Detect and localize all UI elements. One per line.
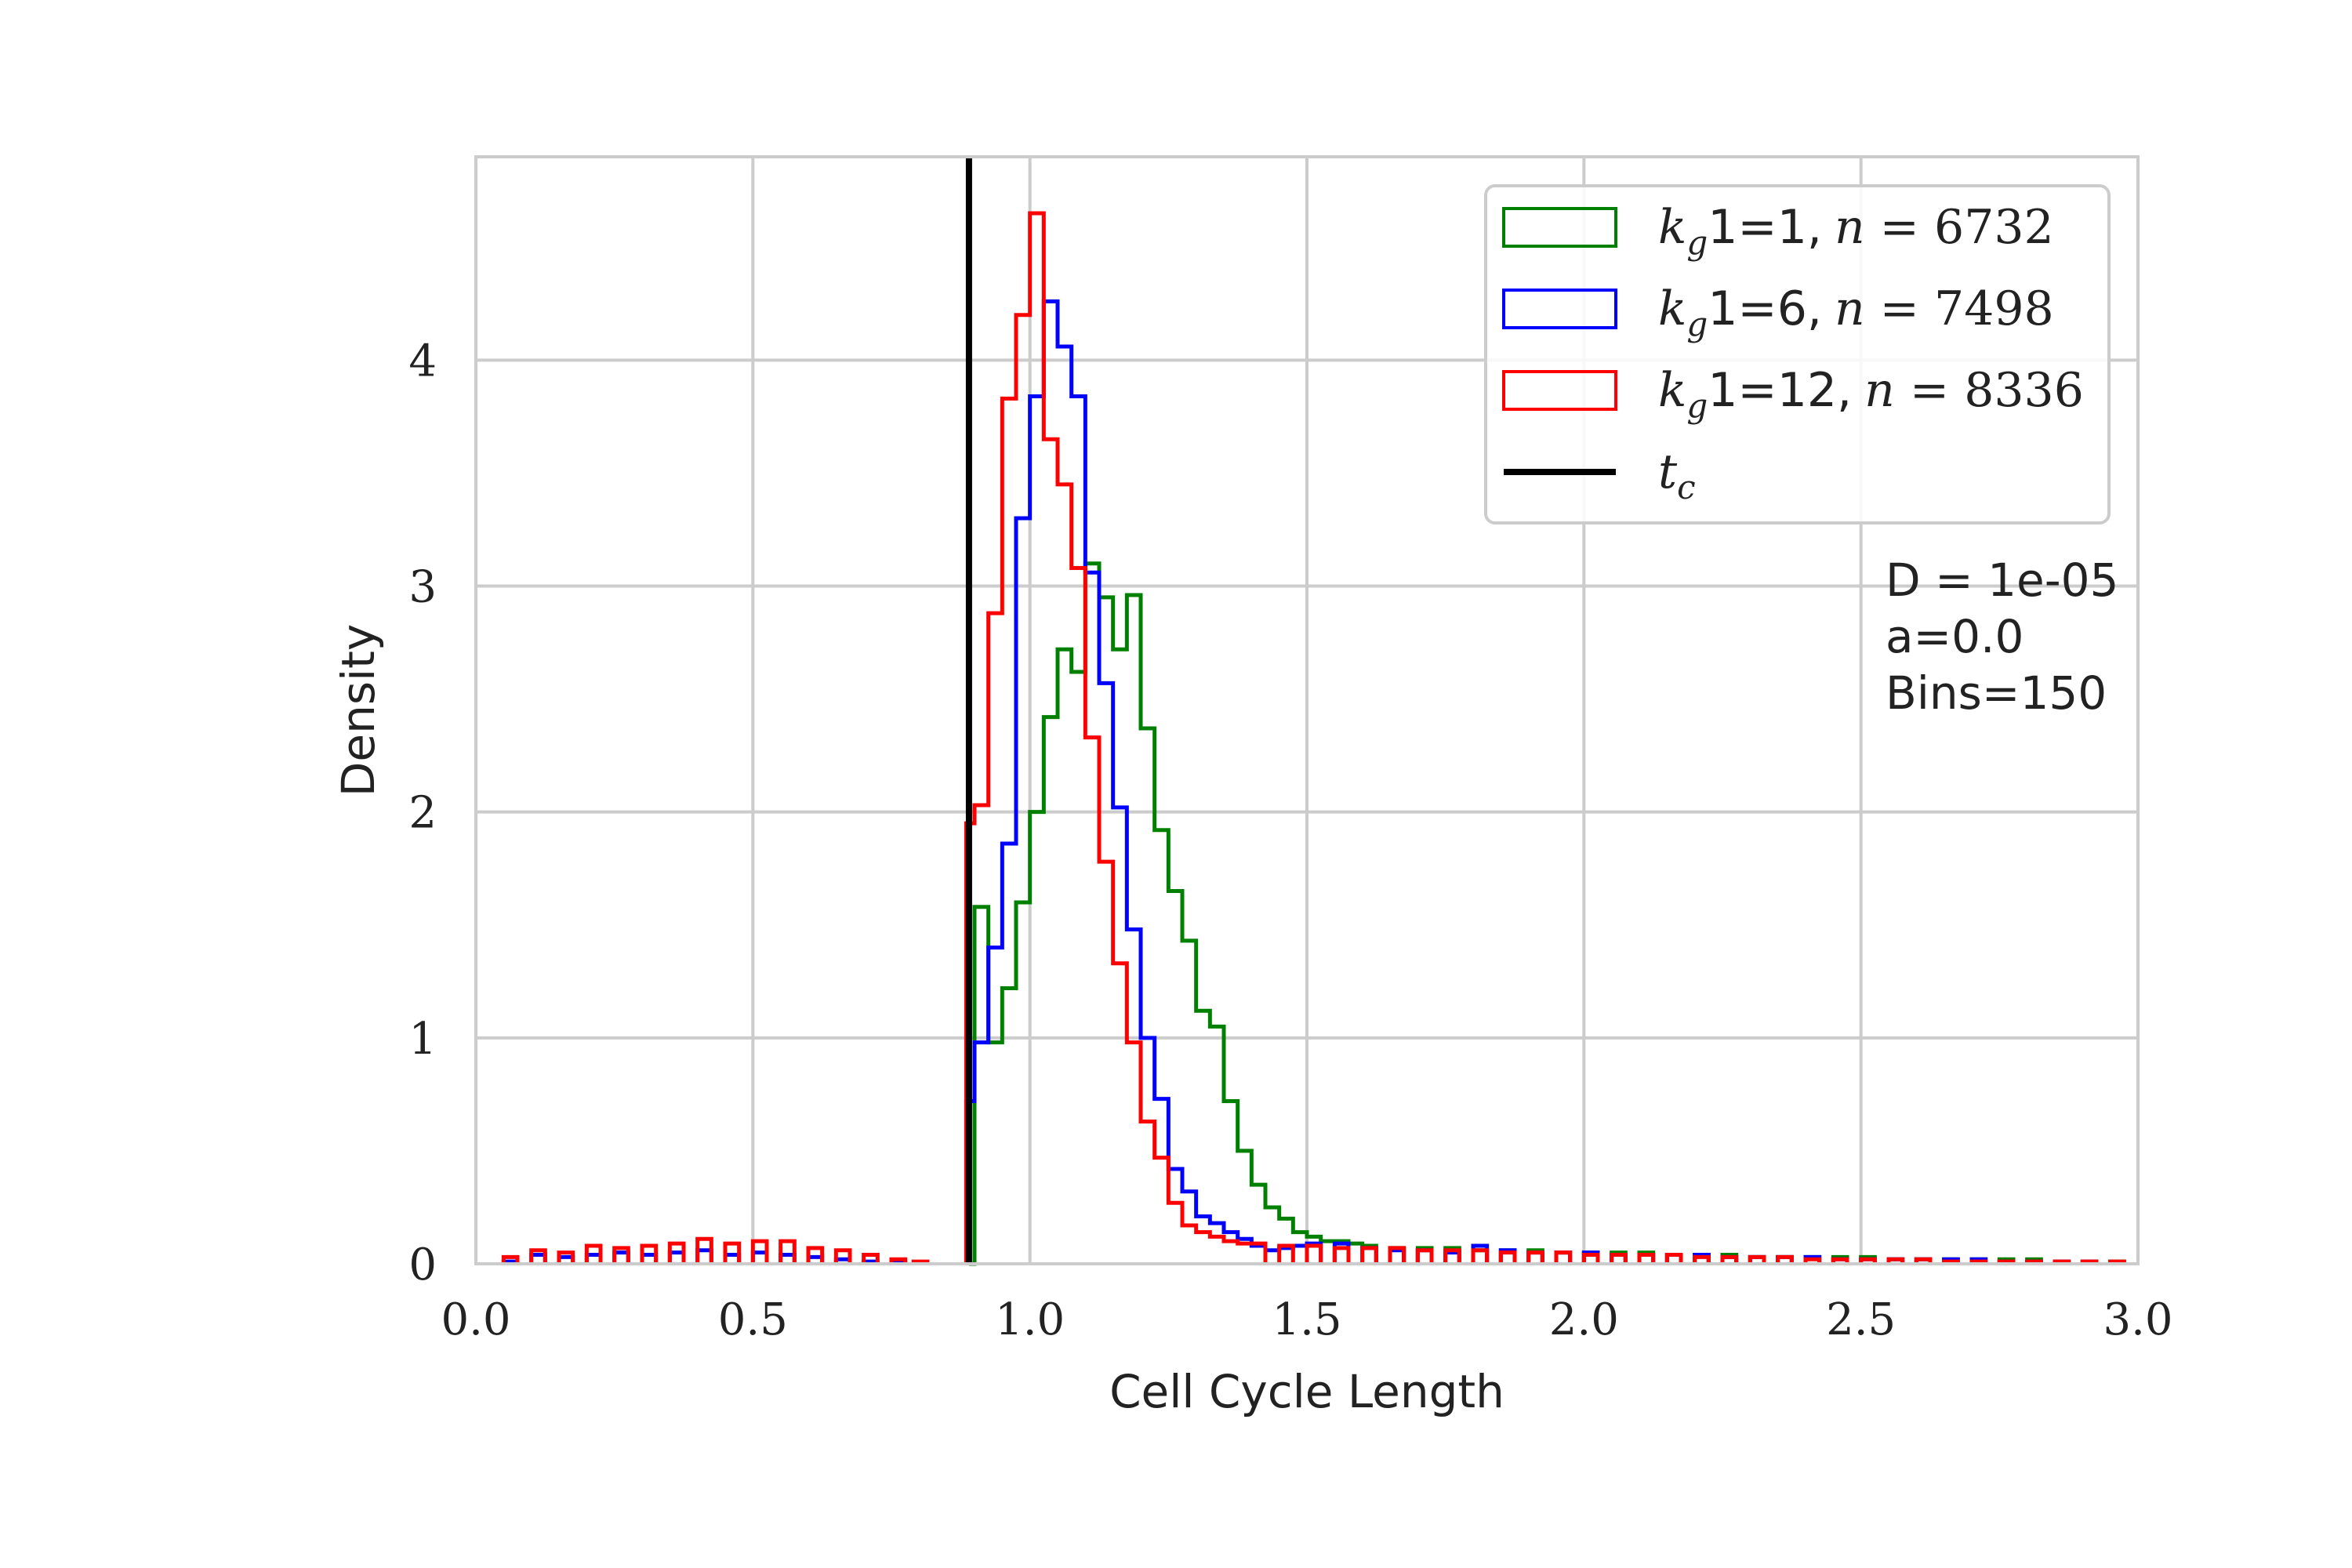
y-axis-label: Density xyxy=(332,624,385,797)
legend-swatch-k12 xyxy=(1502,370,1617,411)
legend-k12-suffix: 1=12, xyxy=(1708,363,1852,418)
x-tick-label: 2.5 xyxy=(1826,1294,1896,1345)
y-tick-labels: 0 1 2 3 4 xyxy=(408,336,437,1290)
x-tick-label: 2.0 xyxy=(1549,1294,1619,1345)
x-tick-label: 0.0 xyxy=(441,1294,510,1345)
legend-label-tc: tc xyxy=(1658,445,1696,506)
annotation-bins: Bins=150 xyxy=(1886,666,2107,720)
x-axis-label: Cell Cycle Length xyxy=(1109,1365,1504,1418)
legend-swatch-k1 xyxy=(1502,207,1617,248)
legend-k6-suffix: 1=6, xyxy=(1708,281,1822,336)
annotation-block: D = 1e-05 a=0.0 Bins=150 xyxy=(1886,554,2118,720)
legend-k12-n: 8336 xyxy=(1964,363,2084,418)
x-tick-labels: 0.0 0.5 1.0 1.5 2.0 2.5 3.0 xyxy=(441,1294,2172,1345)
plot-frame xyxy=(474,155,2140,1265)
x-tick-label: 1.5 xyxy=(1272,1294,1341,1345)
histogram-series-2 xyxy=(501,211,2126,1264)
legend-label-k1: kg1=1, n = 6732 xyxy=(1658,200,2054,262)
y-tick-label: 0 xyxy=(408,1240,437,1290)
legend-k6-n: 7498 xyxy=(1934,281,2054,336)
x-tick-label: 1.0 xyxy=(995,1294,1065,1345)
legend-k1-n: 6732 xyxy=(1934,200,2054,255)
legend-label-k12: kg1=12, n = 8336 xyxy=(1658,363,2084,425)
histogram-series xyxy=(501,211,2126,1266)
y-tick-label: 2 xyxy=(408,788,437,839)
legend-k1-suffix: 1=1, xyxy=(1708,200,1822,255)
legend-swatch-k6 xyxy=(1502,289,1617,329)
y-tick-label: 3 xyxy=(408,562,437,613)
annotation-a: a=0.0 xyxy=(1886,610,2024,663)
y-tick-label: 4 xyxy=(408,336,437,387)
x-tick-label: 3.0 xyxy=(2103,1294,2172,1345)
legend: kg1=1, n = 6732 kg1=6, n = 7498 kg1=12, n =… xyxy=(1484,184,2111,524)
x-tick-label: 0.5 xyxy=(718,1294,788,1345)
legend-label-k6: kg1=6, n = 7498 xyxy=(1658,281,2054,343)
annotation-diffusion: D = 1e-05 xyxy=(1886,554,2118,607)
y-tick-label: 1 xyxy=(408,1014,437,1065)
legend-box xyxy=(1484,184,2111,524)
